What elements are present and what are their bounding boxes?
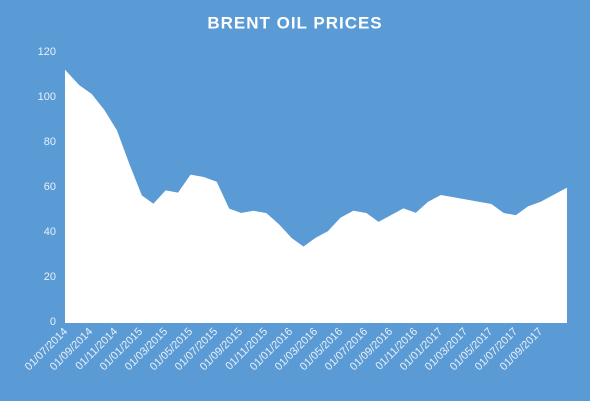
chart-title: BRENT OIL PRICES [207,13,382,32]
y-tick-label: 40 [44,226,56,238]
y-tick-label: 100 [38,91,56,103]
y-tick-label: 20 [44,271,56,283]
y-tick-label: 60 [44,181,56,193]
y-tick-label: 0 [50,316,56,328]
area [65,69,567,323]
y-tick-label: 80 [44,136,56,148]
y-tick-label: 120 [38,46,56,58]
